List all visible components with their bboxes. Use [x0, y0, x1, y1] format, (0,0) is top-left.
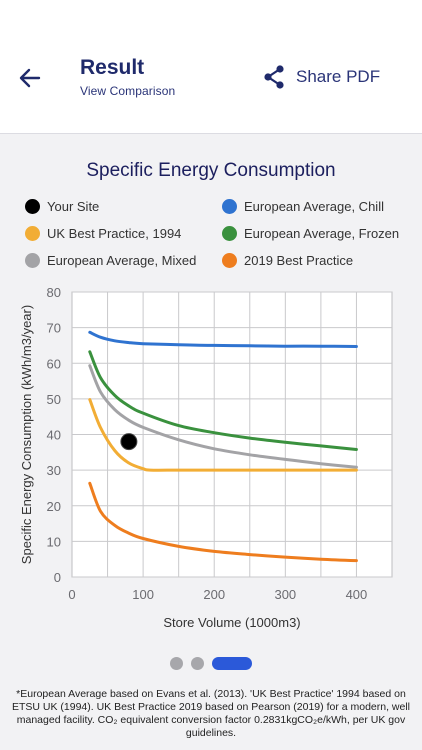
- app-header: Result View Comparison Share PDF: [0, 0, 422, 134]
- legend-label: European Average, Frozen: [244, 226, 400, 241]
- page-dot-2[interactable]: [191, 657, 204, 670]
- back-button[interactable]: [14, 62, 46, 94]
- page-title: Result: [80, 56, 145, 79]
- share-icon: [264, 65, 284, 89]
- chart-title: Specific Energy Consumption: [86, 160, 336, 181]
- y-tick-label: 60: [47, 356, 61, 371]
- arrow-left-icon: [19, 68, 41, 88]
- legend-item-your-site: Your Site: [25, 199, 99, 214]
- legend-item-2019-best: 2019 Best Practice: [222, 253, 353, 268]
- series-line-european-average-chill: [88, 330, 358, 348]
- title-block: Result View Comparison: [80, 56, 175, 98]
- x-tick-label: 100: [132, 587, 154, 602]
- footnote: *European Average based on Evans et al. …: [11, 688, 411, 739]
- legend-item-uk-1994: UK Best Practice, 1994: [25, 226, 181, 241]
- page-subtitle[interactable]: View Comparison: [80, 84, 176, 98]
- share-pdf-label: Share PDF: [296, 67, 381, 86]
- page-indicator: [0, 657, 422, 670]
- y-tick-label: 0: [54, 570, 61, 585]
- y-tick-label: 50: [47, 392, 61, 407]
- your-site-point: [120, 433, 138, 451]
- legend-label: Your Site: [47, 199, 100, 214]
- page-dot-3[interactable]: [212, 657, 252, 670]
- legend-item-eu-chill: European Average, Chill: [222, 199, 384, 214]
- legend-dot: [25, 199, 40, 214]
- series-line-european-average-frozen: [88, 350, 358, 451]
- series-line-european-average-mixed: [88, 364, 358, 469]
- series-line-uk-best-practice-1994: [88, 398, 358, 472]
- y-tick-label: 40: [47, 428, 61, 443]
- x-tick-label: 400: [346, 587, 368, 602]
- legend-dot: [25, 226, 40, 241]
- legend-dot: [222, 253, 237, 268]
- legend-dot: [25, 253, 40, 268]
- energy-consumption-chart: 0 10 20 30 40 50 60 70 80 0 100 200 300 400 Store Volu…: [19, 285, 393, 630]
- share-pdf-button[interactable]: Share PDF: [262, 63, 380, 91]
- x-tick-label: 0: [68, 587, 75, 602]
- chart-legend: Your Site European Average, Chill UK Bes…: [0, 196, 422, 276]
- y-tick-label: 30: [47, 463, 61, 478]
- y-tick-label: 70: [47, 321, 61, 336]
- y-tick-label: 20: [47, 499, 61, 514]
- legend-label: European Average, Mixed: [47, 253, 197, 268]
- legend-item-eu-mixed: European Average, Mixed: [25, 253, 196, 268]
- y-tick-label: 10: [47, 534, 61, 549]
- page-dot-1[interactable]: [170, 657, 183, 670]
- legend-dot: [222, 199, 237, 214]
- x-tick-label: 300: [274, 587, 296, 602]
- legend-dot: [222, 226, 237, 241]
- series-line-2019-best-practice: [88, 481, 358, 563]
- y-tick-label: 80: [47, 285, 61, 300]
- x-axis-label: Store Volume (1000m3): [163, 615, 300, 630]
- legend-label: 2019 Best Practice: [244, 253, 354, 268]
- x-tick-label: 200: [203, 587, 225, 602]
- legend-label: European Average, Chill: [244, 199, 384, 214]
- y-axis-label: Specific Energy Consumption (kWh/m3/year…: [19, 305, 34, 564]
- legend-label: UK Best Practice, 1994: [47, 226, 182, 241]
- legend-item-eu-frozen: European Average, Frozen: [222, 226, 399, 241]
